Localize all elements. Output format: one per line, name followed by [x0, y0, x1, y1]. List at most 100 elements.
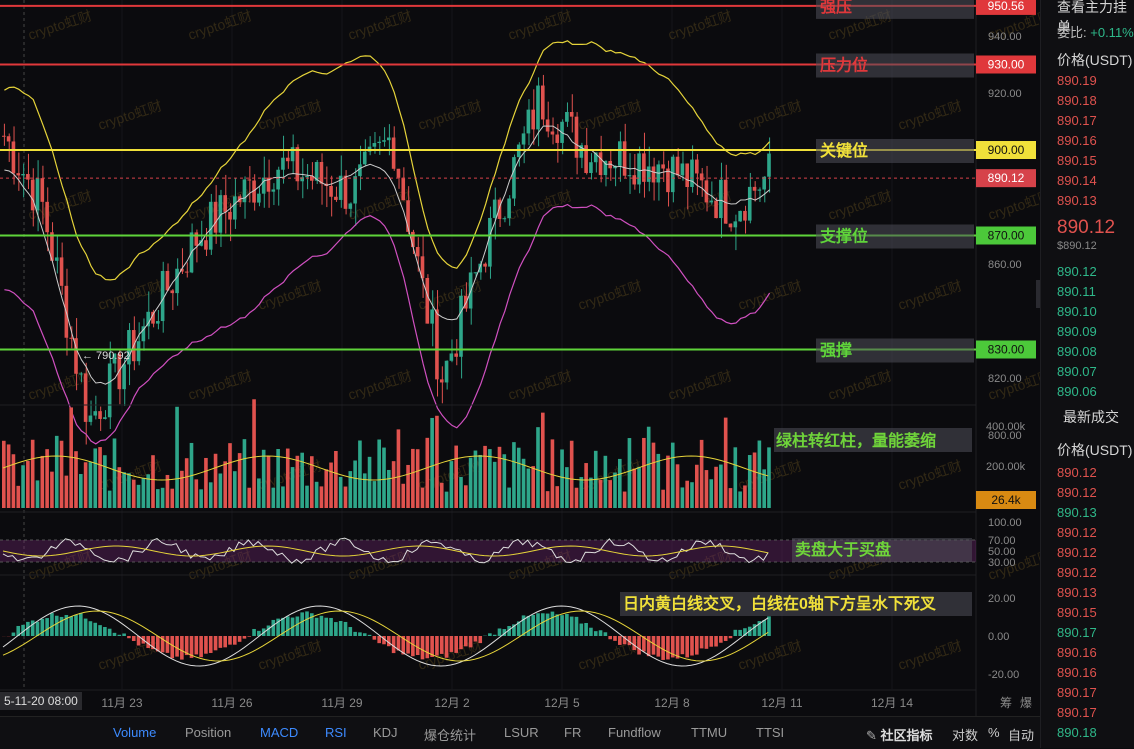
tab-ttmu[interactable]: TTMU	[691, 725, 727, 740]
macd-histogram-bar	[681, 636, 685, 654]
volume-bar	[108, 491, 112, 508]
ask-row[interactable]: 890.16	[1057, 133, 1097, 148]
candle-body	[209, 202, 213, 250]
volume-bar	[541, 413, 545, 508]
percent-scale-toggle[interactable]: %	[988, 725, 1000, 740]
tab-fundflow[interactable]: Fundflow	[608, 725, 661, 740]
ask-row[interactable]: 890.14	[1057, 173, 1097, 188]
bid-row[interactable]: 890.09	[1057, 324, 1097, 339]
volume-bar	[74, 451, 78, 508]
time-axis-label: 11月 23	[101, 696, 142, 710]
candle-body	[430, 309, 434, 323]
volume-bar	[132, 480, 136, 508]
ratio-value: +0.11%	[1090, 25, 1134, 40]
auto-scale-toggle[interactable]: 自动	[1008, 725, 1034, 744]
macd-histogram-bar	[647, 636, 651, 656]
bid-row[interactable]: 890.06	[1057, 384, 1097, 399]
ask-row[interactable]: 890.17	[1057, 113, 1097, 128]
candle-body	[16, 173, 20, 175]
candle-body	[89, 416, 93, 422]
tab-ttsi[interactable]: TTSI	[756, 725, 784, 740]
macd-histogram-bar	[166, 636, 170, 653]
bid-row[interactable]: 890.11	[1057, 284, 1096, 299]
tab-rsi[interactable]: RSI	[325, 725, 347, 740]
volume-bar	[228, 443, 232, 508]
volume-bar	[50, 472, 54, 508]
volume-bar	[637, 467, 641, 508]
volume-bar	[151, 455, 155, 508]
tab-fr[interactable]: FR	[564, 725, 581, 740]
macd-histogram-bar	[50, 613, 54, 636]
volume-bar	[16, 486, 20, 508]
macd-histogram-bar	[36, 622, 40, 636]
volume-bar	[580, 477, 584, 508]
volume-bar	[257, 478, 261, 508]
volume-bar	[122, 472, 126, 508]
macd-histogram-bar	[454, 636, 458, 653]
volume-bar	[738, 491, 742, 508]
candle-body	[45, 202, 49, 232]
candle-body	[440, 379, 444, 382]
volume-bar	[695, 465, 699, 508]
candle-body	[79, 373, 83, 374]
macd-histogram-bar	[373, 636, 377, 640]
candle-body	[12, 141, 16, 173]
bid-row[interactable]: 890.08	[1057, 344, 1097, 359]
macd-histogram-bar	[478, 636, 482, 643]
candle-body	[507, 199, 511, 219]
candle-body	[661, 164, 665, 168]
bid-row[interactable]: 890.07	[1057, 364, 1097, 379]
candle-body	[382, 140, 386, 142]
tab-kdj[interactable]: KDJ	[373, 725, 398, 740]
candle-body	[363, 152, 367, 165]
candle-body	[652, 166, 656, 182]
tab-volume[interactable]: Volume	[113, 725, 156, 740]
trade-row: 890.13	[1057, 505, 1097, 520]
bid-row[interactable]: 890.10	[1057, 304, 1097, 319]
log-scale-toggle[interactable]: 对数	[952, 725, 978, 744]
candle-body	[642, 153, 646, 181]
volume-bar	[127, 473, 131, 508]
volume-bar	[358, 440, 362, 508]
ask-row[interactable]: 890.13	[1057, 193, 1097, 208]
volume-bar	[724, 418, 728, 508]
tab-position[interactable]: Position	[185, 725, 231, 740]
volume-bar	[584, 463, 588, 508]
tab--[interactable]: 爆仓统计	[424, 725, 476, 744]
candle-body	[647, 166, 651, 181]
volume-bar	[272, 488, 276, 508]
volume-bar	[344, 487, 348, 508]
macd-histogram-bar	[531, 615, 535, 636]
candle-body	[454, 353, 458, 356]
macd-histogram-bar	[459, 636, 463, 649]
candle-body	[551, 131, 555, 134]
candle-body	[214, 202, 218, 233]
ask-row[interactable]: 890.18	[1057, 93, 1097, 108]
volume-bar	[276, 449, 280, 508]
volume-bar	[373, 481, 377, 508]
volume-bar	[137, 485, 141, 508]
macd-histogram-bar	[55, 616, 59, 636]
ask-row[interactable]: 890.19	[1057, 73, 1097, 88]
volume-bar	[170, 489, 174, 508]
tab-lsur[interactable]: LSUR	[504, 725, 539, 740]
bid-row[interactable]: 890.12	[1057, 264, 1097, 279]
macd-histogram-bar	[89, 621, 93, 636]
volume-bar	[60, 441, 64, 508]
macd-histogram-bar	[464, 636, 468, 646]
crosshair-time-badge: 5-11-20 08:00	[0, 692, 82, 710]
macd-histogram-bar	[421, 636, 425, 659]
volume-bar	[401, 484, 405, 508]
tab-macd[interactable]: MACD	[260, 725, 298, 740]
volume-bar	[315, 482, 319, 508]
volume-bar	[705, 470, 709, 508]
macd-histogram-bar	[584, 623, 588, 636]
community-indicators-button[interactable]: ✎ 社区指标	[866, 725, 933, 744]
candle-body	[503, 218, 507, 219]
ask-row[interactable]: 890.15	[1057, 153, 1097, 168]
trade-row: 890.16	[1057, 645, 1097, 660]
volume-bar	[219, 473, 223, 508]
macd-histogram-bar	[223, 636, 227, 647]
